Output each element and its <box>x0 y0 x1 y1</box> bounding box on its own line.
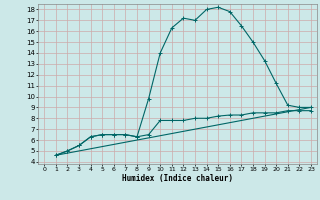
X-axis label: Humidex (Indice chaleur): Humidex (Indice chaleur) <box>122 174 233 183</box>
